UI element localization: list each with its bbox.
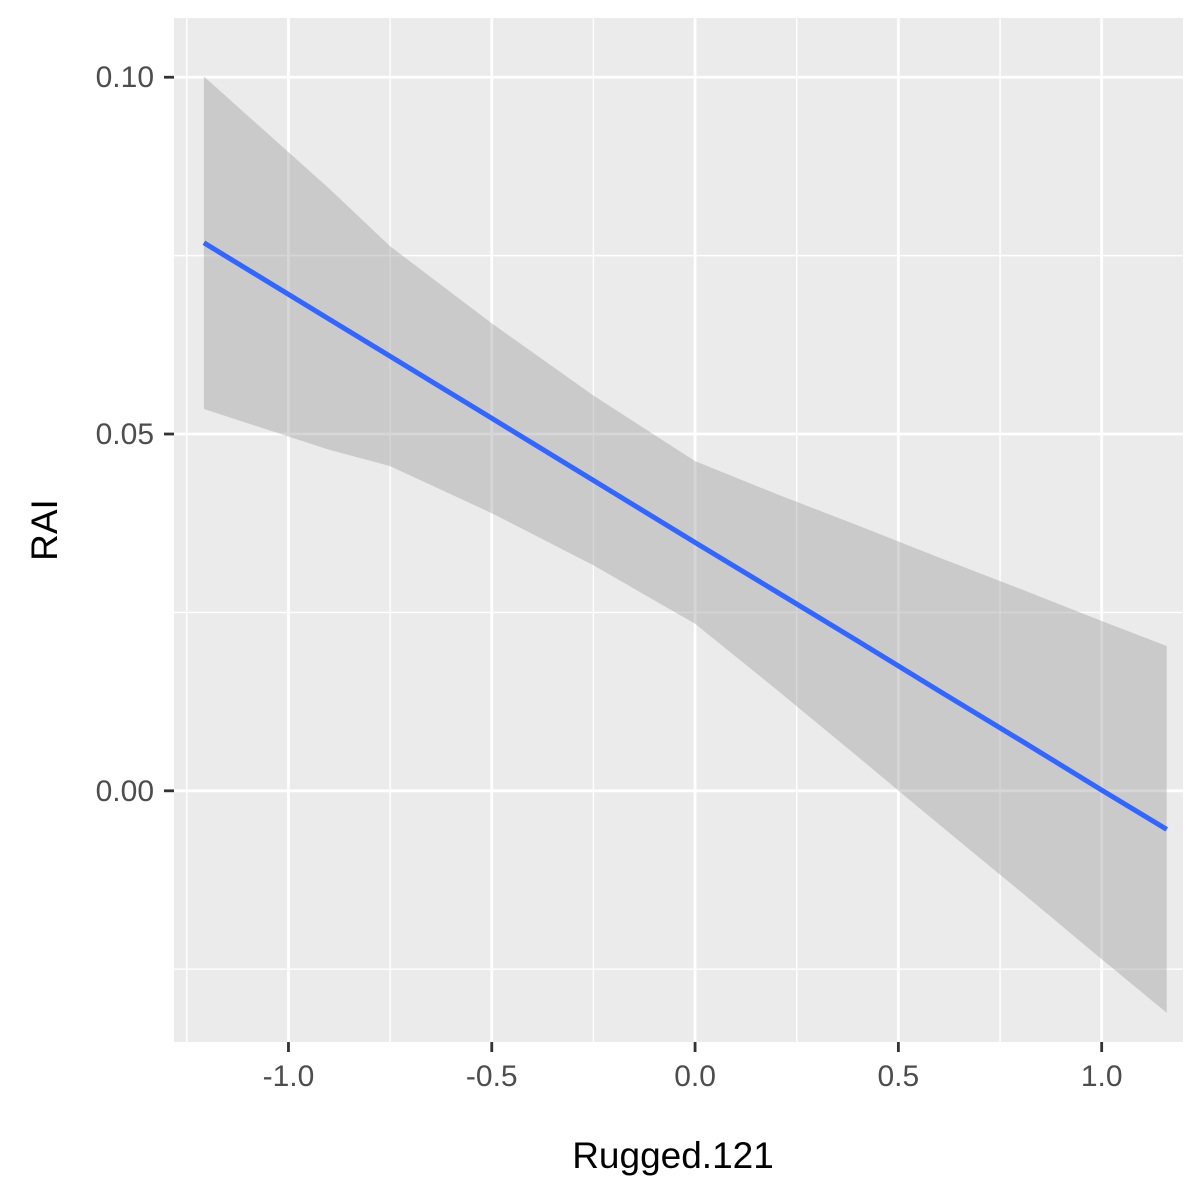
x-tick-label: -1.0 [263, 1060, 315, 1093]
x-tick-label: 0.0 [674, 1060, 716, 1093]
x-tick-label: 0.5 [878, 1060, 920, 1093]
x-axis-title: Rugged.121 [572, 1135, 774, 1176]
y-axis-title: RAI [24, 499, 65, 561]
y-tick-label: 0.00 [96, 775, 154, 808]
x-tick-label: -0.5 [466, 1060, 518, 1093]
y-tick-label: 0.05 [96, 418, 154, 451]
x-tick-label: 1.0 [1081, 1060, 1123, 1093]
y-tick-label: 0.10 [96, 61, 154, 94]
